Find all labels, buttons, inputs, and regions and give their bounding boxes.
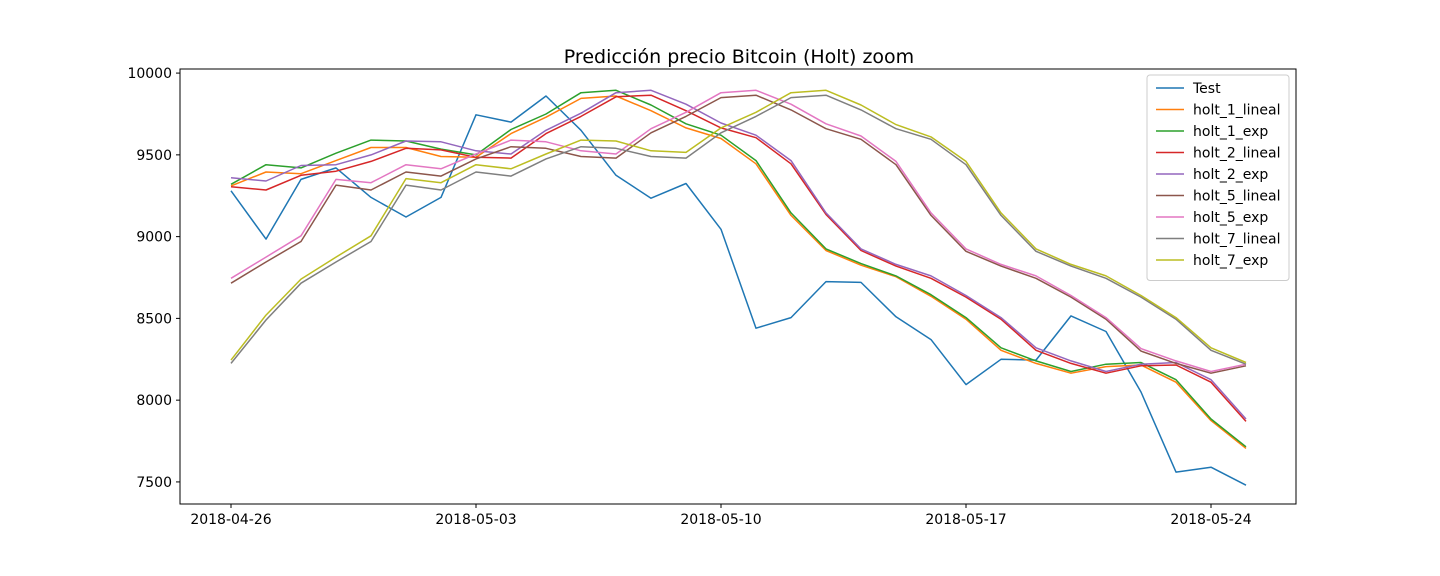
series-line-holt-1-lineal (230, 95, 1247, 449)
x-tick-label: 2018-04-26 (190, 512, 271, 528)
legend-label: holt_7_lineal (1193, 232, 1280, 248)
series-layer (230, 89, 1247, 486)
x-tick-label: 2018-05-03 (435, 512, 516, 528)
series-line-holt-5-exp (230, 89, 1247, 373)
x-tick-label: 2018-05-24 (1170, 512, 1251, 528)
legend-label: Test (1192, 81, 1221, 97)
series-line-holt-2-lineal (230, 94, 1247, 422)
legend-label: holt_1_exp (1193, 124, 1268, 140)
legend-label: holt_7_exp (1193, 253, 1268, 269)
series-line-holt-7-exp (230, 89, 1247, 364)
plot-frame (179, 68, 1297, 505)
chart-title: Predicción precio Bitcoin (Holt) zoom (564, 46, 914, 68)
series-line-holt-7-lineal (230, 94, 1247, 365)
series-line-holt-1-exp (230, 89, 1247, 448)
y-tick-label: 8000 (136, 393, 172, 409)
y-tick-label: 9000 (136, 230, 172, 246)
x-tick-label: 2018-05-17 (925, 512, 1006, 528)
legend-label: holt_5_exp (1193, 210, 1268, 226)
legend-label: holt_1_lineal (1193, 103, 1280, 119)
legend: Test holt_1_lineal holt_1_exp holt_2_lineal… (1146, 74, 1290, 281)
series-line-test (230, 95, 1247, 486)
legend-label: holt_2_exp (1193, 167, 1268, 183)
y-tick-label: 8500 (136, 311, 172, 327)
series-line-holt-5-lineal (230, 94, 1247, 374)
y-tick-label: 9500 (136, 148, 172, 164)
legend-label: holt_5_lineal (1193, 189, 1280, 205)
y-tick-label: 7500 (136, 475, 172, 491)
y-axis: 7500 8000 8500 9000 9500 10000 (127, 66, 180, 491)
series-line-holt-2-exp (230, 89, 1247, 420)
x-axis: 2018-04-26 2018-05-03 2018-05-10 2018-05-17… (190, 504, 1252, 528)
legend-box (1146, 74, 1290, 281)
legend-label: holt_2_lineal (1193, 146, 1280, 162)
x-tick-label: 2018-05-10 (680, 512, 761, 528)
y-tick-label: 10000 (127, 66, 172, 82)
